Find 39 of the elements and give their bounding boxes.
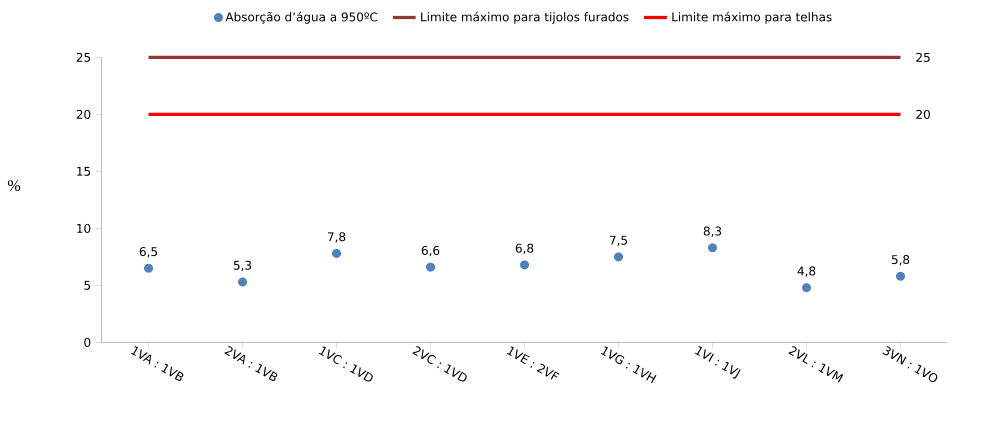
data-label: 6,8 xyxy=(516,244,534,254)
point xyxy=(614,252,624,262)
data-label: 25 xyxy=(916,52,930,62)
point xyxy=(238,277,248,286)
x-tick-label: 2VL : 1VM xyxy=(788,346,844,382)
data-label: 7,8 xyxy=(328,232,346,243)
data-label: 4,8 xyxy=(798,266,816,277)
x-tick-label: 2VA : 1VB xyxy=(224,346,278,382)
y-tick-label: 10 xyxy=(77,224,90,233)
point xyxy=(144,264,154,273)
x-tick-label: 1VA : 1VB xyxy=(130,346,184,381)
y-tick-label: 0 xyxy=(84,338,90,347)
x-tick-label: 1VC : 1VD xyxy=(318,346,373,382)
x-tick-label: 1VE : 2VF xyxy=(506,346,560,380)
legend-label: Absorção d’água a 950ºC xyxy=(225,12,378,24)
y-tick-label: 15 xyxy=(77,166,90,176)
data-label: 8,3 xyxy=(704,226,722,237)
point xyxy=(426,262,436,272)
legend-label: Limite máximo para tijolos furados xyxy=(421,12,629,24)
point xyxy=(520,260,530,270)
data-label: 5,3 xyxy=(234,260,252,272)
x-tick-label: 2VC : 1VD xyxy=(412,346,467,382)
legend-label: Limite máximo para telhas xyxy=(672,12,832,24)
x-tick-label: 3VN : 1VO xyxy=(882,346,938,382)
data-label: 5,8 xyxy=(892,255,910,266)
y-tick-label: 25 xyxy=(76,52,90,62)
y-tick-label: 5 xyxy=(84,280,90,290)
y-axis-title: % xyxy=(8,180,20,192)
data-label: 7,5 xyxy=(610,236,628,246)
point xyxy=(332,248,342,258)
point xyxy=(896,272,906,281)
data-label: 20 xyxy=(916,110,930,119)
x-tick-label: 1VI : 1VJ xyxy=(694,346,741,379)
data-label: 6,5 xyxy=(140,247,158,258)
point xyxy=(802,283,812,292)
point xyxy=(708,243,718,252)
x-tick-label: 1VG : 1VH xyxy=(600,346,656,384)
data-label: 6,6 xyxy=(422,246,440,256)
y-tick-label: 20 xyxy=(76,110,90,119)
